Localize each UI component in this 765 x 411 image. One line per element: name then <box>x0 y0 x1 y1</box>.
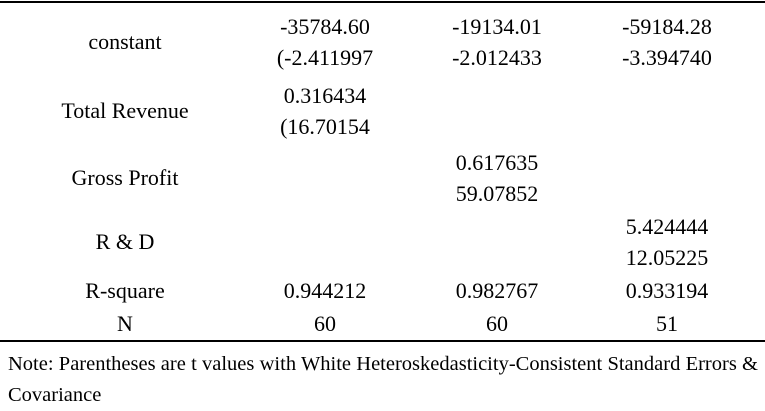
row-label: constant <box>88 29 162 54</box>
row-label: R-square <box>85 278 165 303</box>
cell-value: 59.07852 <box>455 180 539 206</box>
cell-value: 0.933194 <box>625 278 709 303</box>
cell-value: 0.316434 <box>283 82 367 108</box>
cell-value: 51 <box>656 311 678 336</box>
row-label: N <box>117 311 133 336</box>
cell-value: -35784.60 <box>280 13 370 39</box>
cell-value: 0.617635 <box>455 149 539 175</box>
cell-value: -2.012433 <box>452 44 542 70</box>
top-rule <box>0 1 765 3</box>
cell-value: 5.424444 <box>625 213 709 239</box>
cell-value: -3.394740 <box>622 44 712 70</box>
cell-value: -59184.28 <box>622 13 712 39</box>
cell-value: 60 <box>314 311 336 336</box>
cell-value: -19134.01 <box>452 13 542 39</box>
row-label: Gross Profit <box>71 165 179 190</box>
row-label: Total Revenue <box>61 98 189 123</box>
cell-value: (16.70154 <box>280 113 370 139</box>
cell-value: 0.982767 <box>455 278 539 303</box>
cell-value: 12.05225 <box>625 244 709 270</box>
row-label: R & D <box>95 229 155 254</box>
cell-value: 60 <box>486 311 508 336</box>
table-note: Note: Parentheses are t values with Whit… <box>8 353 758 406</box>
cell-value: 0.944212 <box>283 278 367 303</box>
cell-value: (-2.411997 <box>276 44 374 70</box>
bottom-rule <box>0 340 765 342</box>
